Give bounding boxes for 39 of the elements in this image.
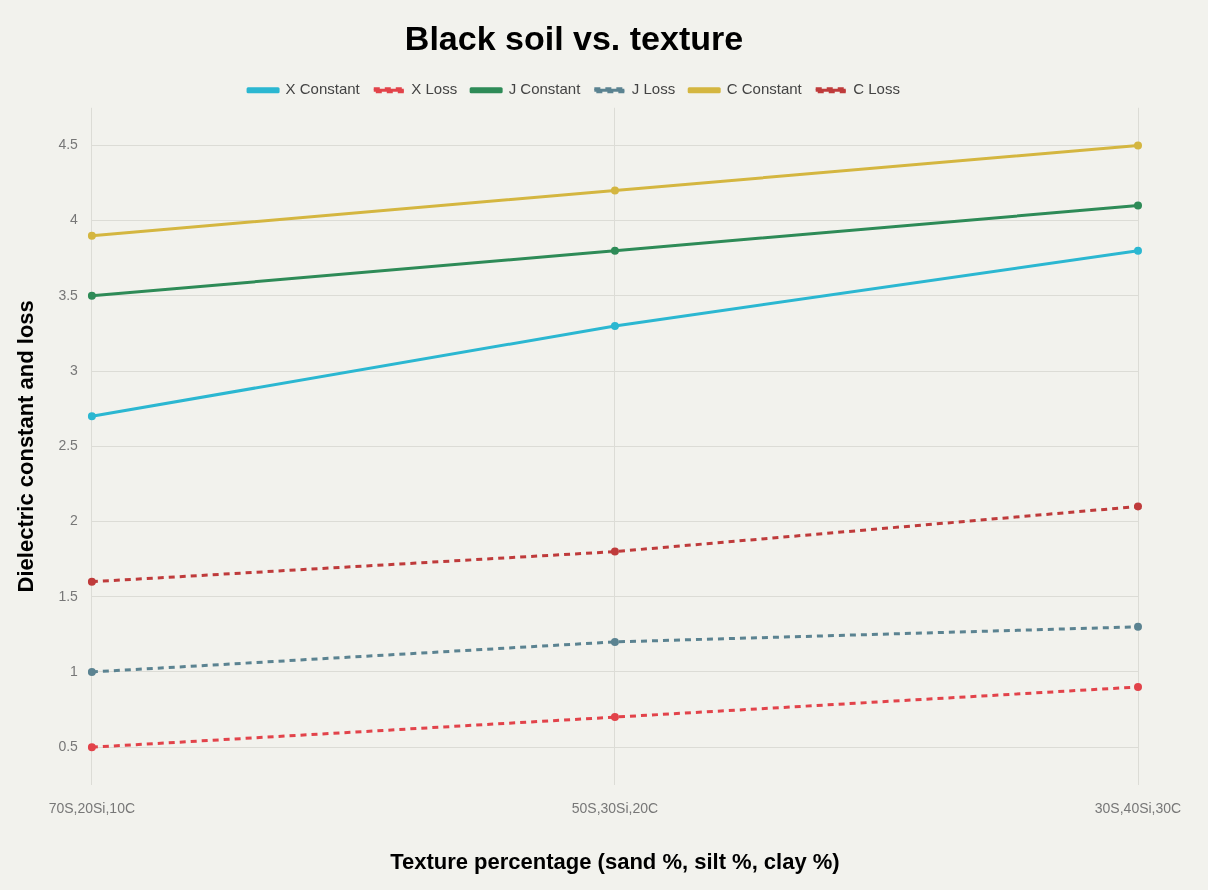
point	[87, 231, 96, 240]
chart-title: Black soil vs. texture	[404, 18, 744, 57]
point	[87, 743, 96, 752]
point	[610, 713, 619, 722]
point	[610, 547, 619, 556]
x-tick-label: 70S,20Si,10C	[48, 800, 136, 817]
point	[610, 246, 619, 255]
y-tick-label: 4.5	[58, 136, 79, 153]
legend-label: C Loss	[853, 80, 900, 98]
y-tick-label: 2.5	[58, 437, 79, 454]
x-tick-label: 30S,40Si,30C	[1094, 800, 1182, 817]
point	[610, 637, 619, 646]
point	[87, 412, 96, 421]
point	[610, 321, 619, 330]
y-tick-label: 2	[70, 512, 79, 529]
legend-label: X Constant	[285, 80, 361, 98]
point	[87, 577, 96, 586]
point	[1134, 683, 1142, 692]
point	[1134, 622, 1142, 631]
y-tick-label: 1	[70, 662, 79, 679]
legend-label: J Constant	[508, 80, 582, 98]
y-tick-label: 0.5	[58, 738, 79, 755]
point	[1134, 141, 1142, 150]
point	[1134, 201, 1142, 210]
y-tick-label: 3.5	[58, 286, 79, 303]
point	[87, 667, 96, 676]
point	[1134, 502, 1142, 511]
point	[1134, 246, 1142, 255]
point	[610, 186, 619, 195]
x-tick-label: 50S,30Si,20C	[571, 800, 659, 817]
x-axis-title: Texture percentage (sand %, silt %, clay %)	[390, 848, 840, 874]
y-tick-label: 4	[70, 211, 79, 228]
legend-label: C Constant	[726, 80, 803, 98]
point	[87, 291, 96, 300]
legend-label: J Loss	[631, 80, 676, 98]
y-tick-label: 3	[70, 361, 79, 378]
y-tick-label: 1.5	[58, 587, 79, 604]
legend-label: X Loss	[411, 80, 458, 98]
y-axis-title: Dielectric constant and loss	[13, 300, 39, 593]
